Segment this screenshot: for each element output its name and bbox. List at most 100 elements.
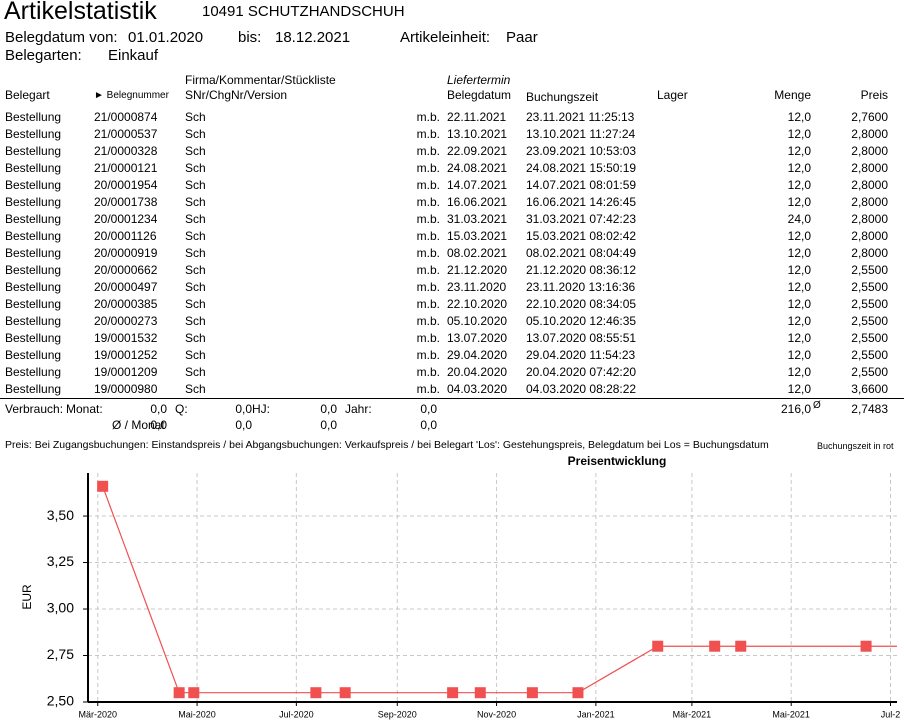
summary-label: Q: [175,402,188,416]
table-cell: m.b. [416,365,440,379]
table-cell: 20/0000385 [94,297,158,311]
summary-value: 0,0 [150,402,167,416]
table-cell: Bestellung [5,314,62,328]
table-cell: 15.03.2021 [447,229,508,243]
table-cell: Bestellung [5,144,62,158]
table-cell: Bestellung [5,110,62,124]
data-point [526,687,538,699]
summary-label: Jahr: [345,402,372,416]
table-cell: 20/0001954 [94,178,158,192]
table-cell: Bestellung [5,246,62,260]
table-cell: 22.11.2021 [447,110,507,124]
table-cell: 2,5500 [851,314,888,328]
table-cell: Sch [185,127,206,141]
y-tick-label: 3,00 [47,600,74,616]
table-cell: Bestellung [5,331,62,345]
table-cell: 20/0000919 [94,246,158,260]
y-tick-label: 2,75 [47,646,74,662]
table-cell: 2,5500 [851,348,888,362]
table-cell: 12,0 [787,297,811,311]
table-cell: 20/0001234 [94,212,158,226]
table-cell: 20.04.2020 07:42:20 [526,365,637,379]
summary-label: Verbrauch: [5,402,64,416]
y-tick-label: 3,50 [47,507,74,523]
summary-value: 0,0 [150,418,167,432]
note: Buchungszeit in rot [817,441,894,451]
data-point [860,640,872,652]
column-header[interactable]: ► Belegnummer [94,90,169,101]
table-cell: Bestellung [5,263,62,277]
table-cell: 12,0 [787,246,811,260]
table-cell: Bestellung [5,212,62,226]
table-cell: 08.02.2021 [447,246,508,260]
column-header: Belegart [5,88,50,102]
table-cell: m.b. [416,195,440,209]
summary-label: Ø [813,400,821,411]
summary-label: Ø / Monat [112,418,165,432]
table-cell: 22.10.2020 08:34:05 [526,297,637,311]
x-tick-label: Jan-2021 [577,709,615,719]
table-cell: 2,8000 [851,229,888,243]
table-cell: m.b. [416,297,440,311]
table-cell: 12,0 [787,229,811,243]
summary-value: 0,0 [420,418,437,432]
plot-area [97,480,897,699]
table-cell: 2,5500 [851,280,888,294]
x-tick-label: Jul-2020 [279,709,314,719]
table-cell: Sch [185,365,206,379]
note: Preis: Bei Zugangsbuchungen: Einstandspr… [5,439,769,451]
table-cell: 2,5500 [851,331,888,345]
table-cell: 12,0 [787,127,811,141]
summary-value: 216,0 [780,402,811,416]
table-cell: m.b. [416,110,440,124]
table-cell: Bestellung [5,382,62,396]
column-header: Belegdatum [447,88,512,102]
data-point [188,687,200,699]
table-cell: Sch [185,144,206,158]
summary-value: 0,0 [235,402,252,416]
summary-label: Monat: [66,402,103,416]
y-axis-label: EUR [20,584,34,610]
table-cell: 21/0000537 [94,127,158,141]
data-point [735,640,747,652]
table-cell: 2,5500 [851,297,888,311]
table-cell: Bestellung [5,297,62,311]
table-cell: 2,7600 [851,110,888,124]
table-cell: 20.04.2020 [447,365,508,379]
summary-value: 0,0 [320,402,337,416]
table-cell: 23.11.2020 [447,280,507,294]
table-cell: 19/0001252 [94,348,158,362]
table-cell: 13.07.2020 08:55:51 [526,331,637,345]
table-cell: 19/0001209 [94,365,158,379]
table-cell: 23.11.2020 13:16:36 [526,280,636,294]
table-cell: 12,0 [787,161,811,175]
column-header: Lager [657,88,688,102]
table-cell: 21.12.2020 [447,263,508,277]
table-cell: 12,0 [787,178,811,192]
table-cell: m.b. [416,178,440,192]
table-cell: Sch [185,297,206,311]
label: Artikeleinheit: [400,29,491,46]
table-cell: 12,0 [787,280,811,294]
table-cell: 2,8000 [851,161,888,175]
table-cell: 2,8000 [851,212,888,226]
data-point [447,687,459,699]
table-cell: Sch [185,314,206,328]
summary-value: 0,0 [235,418,252,432]
label: Belegarten: [5,47,82,64]
column-header: Preis [860,88,888,102]
column-header: Firma/Kommentar/Stückliste [185,73,336,87]
table-cell: 31.03.2021 [447,212,508,226]
table-cell: Sch [185,348,206,362]
table-cell: 2,5500 [851,365,888,379]
table-cell: m.b. [416,144,440,158]
chart: Preisentwicklung EUR 2,50 2,75 3,00 3,25 3,5… [20,454,900,719]
table-cell: 04.03.2020 08:28:22 [526,382,637,396]
table-cell: Sch [185,246,206,260]
table-cell: 23.09.2021 10:53:03 [526,144,637,158]
table-cell: 19/0000980 [94,382,158,396]
table-cell: m.b. [416,331,440,345]
table-cell: 24.08.2021 [447,161,508,175]
table-cell: Bestellung [5,178,62,192]
table-cell: Sch [185,331,206,345]
